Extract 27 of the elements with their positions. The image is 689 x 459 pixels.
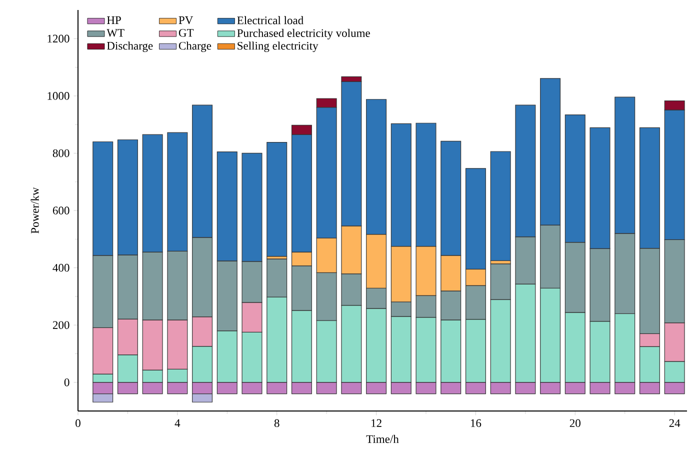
x-axis-title: Time/h [366,434,399,443]
x-tick-label: 4 [174,419,180,427]
legend-label: Electrical load [237,16,304,24]
y-tick-label: 800 [52,149,70,158]
legend-label: Discharge [107,42,153,52]
y-tick-label: 600 [52,206,70,214]
x-tick-label: 8 [274,419,280,428]
x-tick-label: 24 [669,419,680,427]
legend-label: HP [107,16,121,24]
legend-label: PV [178,16,194,24]
x-tick-label: 20 [570,419,580,428]
bar [490,151,511,261]
legend-label: Purchased electricity volume [237,28,370,40]
y-tick-label: 400 [52,264,70,272]
y-tick-label: 1000 [48,92,70,100]
y-axis-title: Power/kw [30,187,39,234]
x-tick-label: 12 [372,419,382,427]
x-tick-label: 16 [470,419,482,428]
y-tick-label: 200 [52,321,70,329]
legend-label: Selling electricity [238,42,318,52]
legend-label: WT [106,29,124,37]
y-tick-label: 0 [64,378,70,386]
legend-label: GT [178,29,194,37]
y-tick-label: 1200 [48,34,70,43]
x-tick-label: 0 [76,419,80,428]
legend-label: Charge [178,42,212,52]
bar [266,142,288,257]
